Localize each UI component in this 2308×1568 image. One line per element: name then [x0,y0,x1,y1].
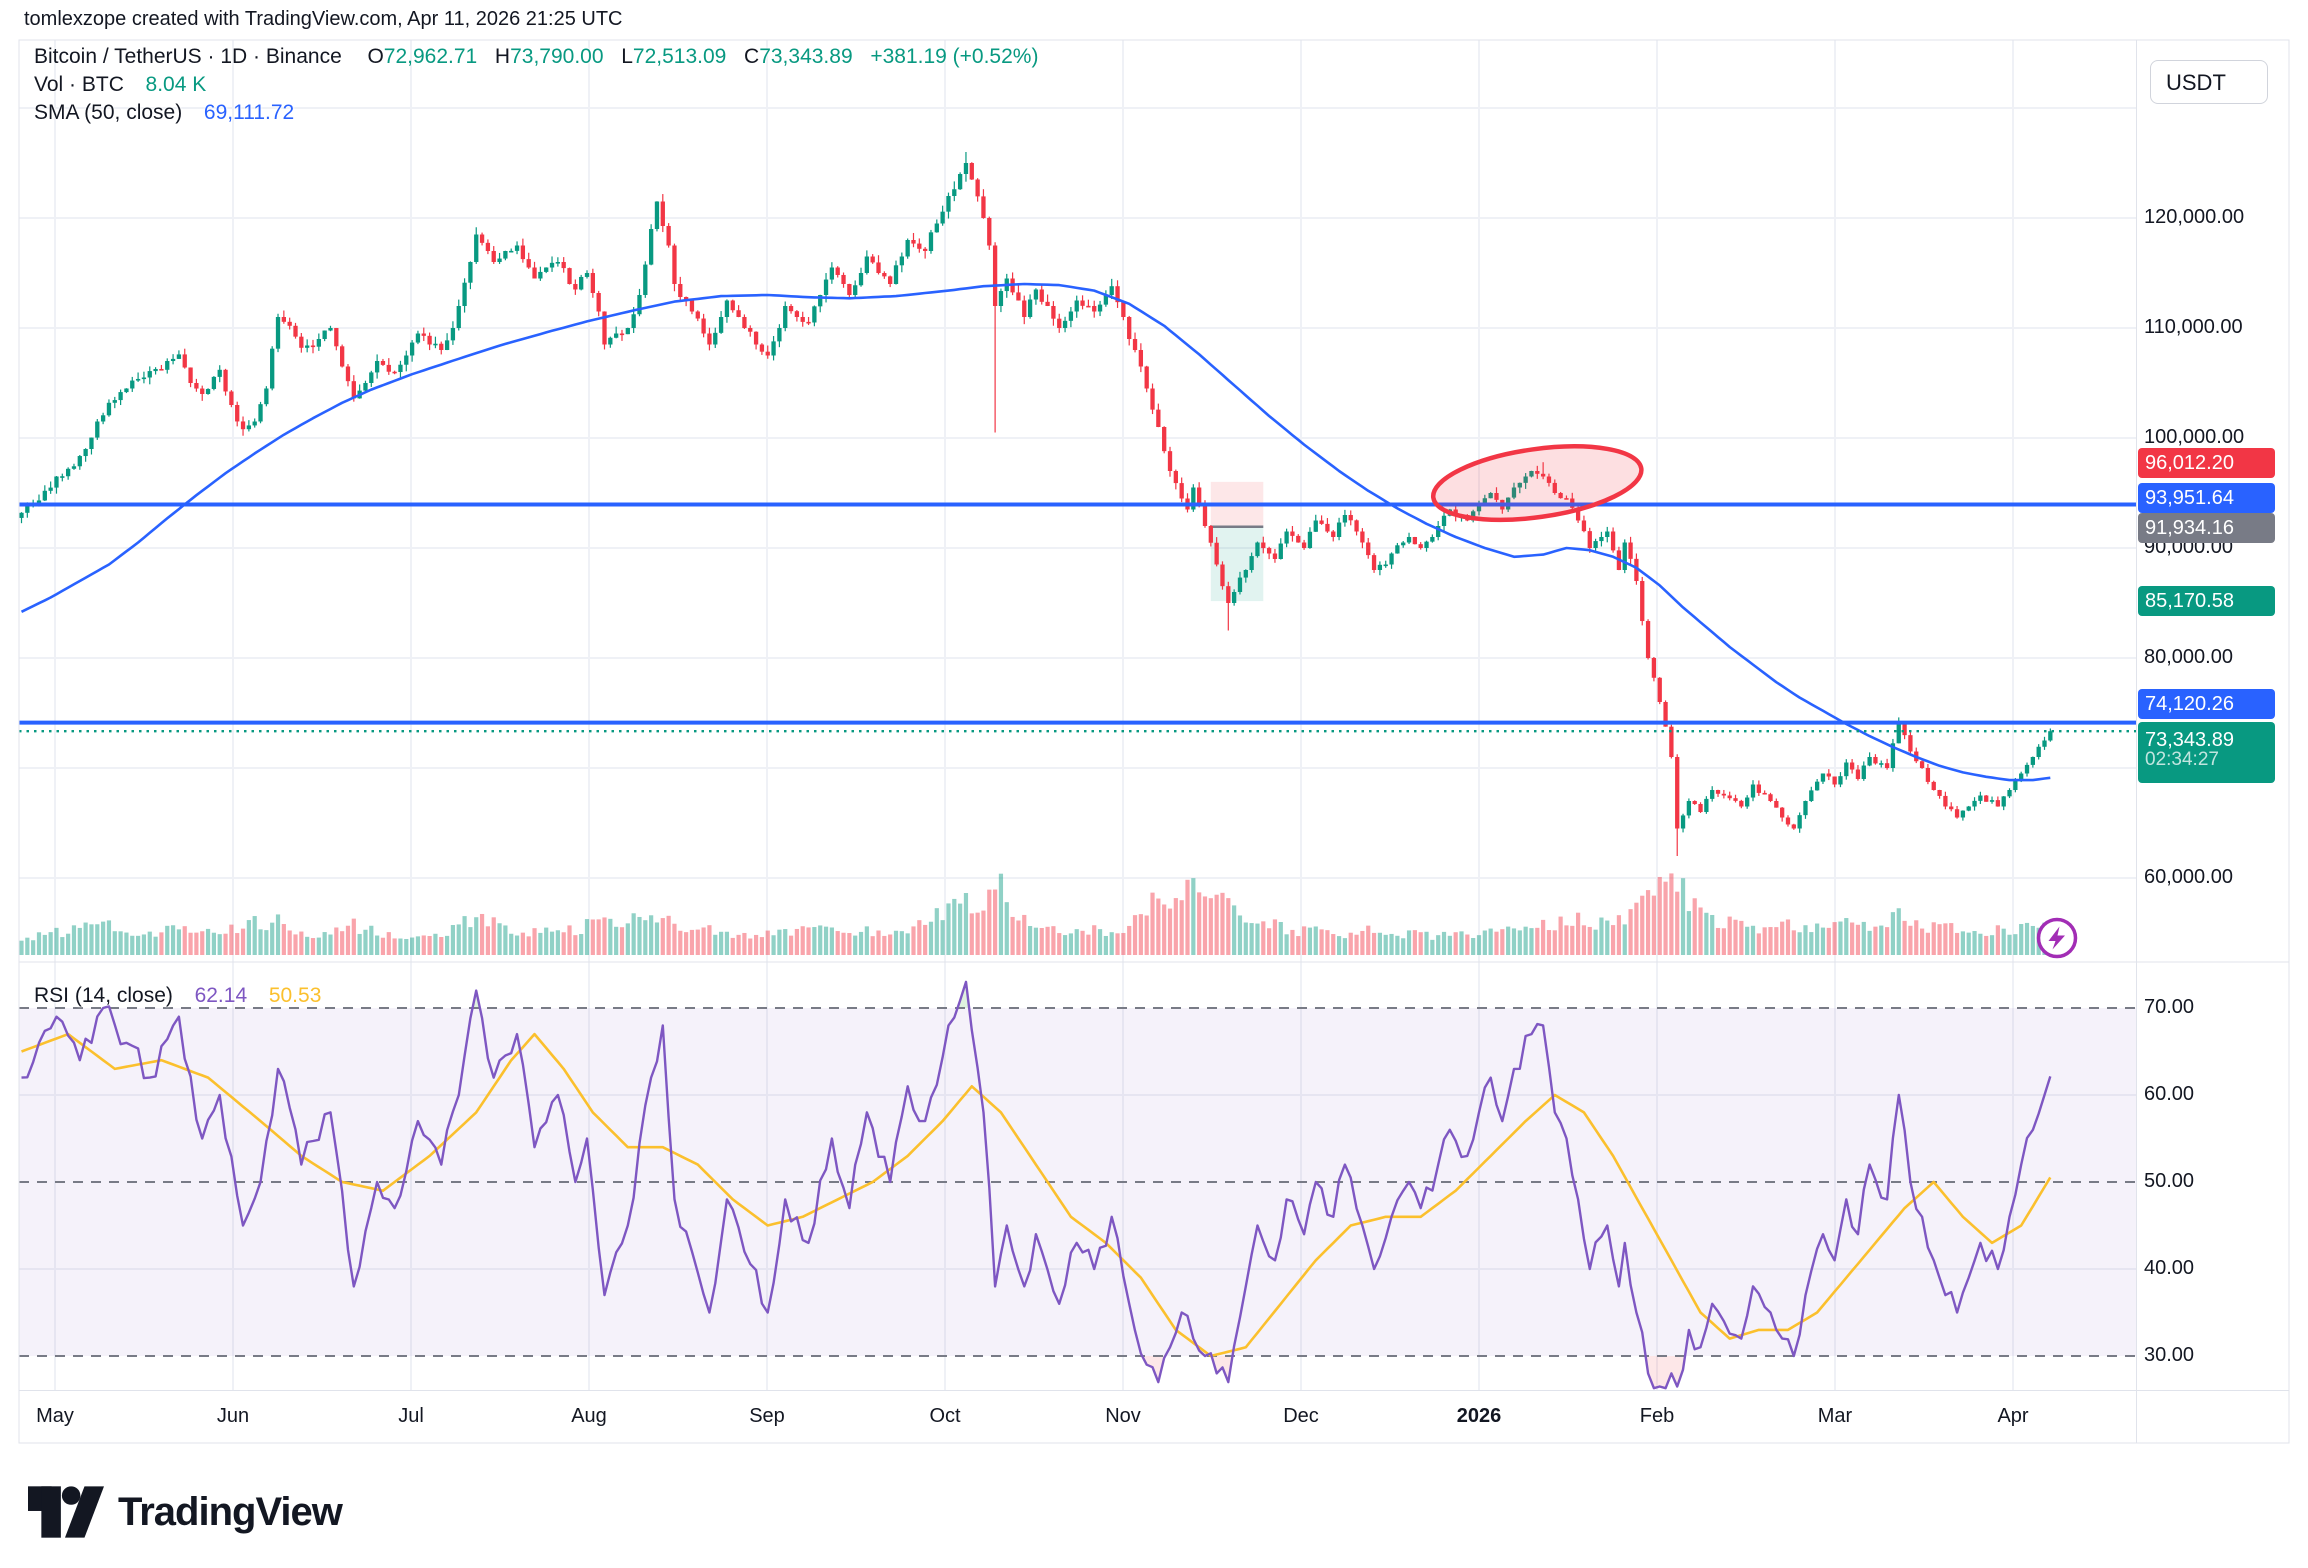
tradingview-logo-text: TradingView [118,1489,343,1534]
tradingview-logo[interactable]: TradingView [28,1486,343,1538]
price-tick-label: 60,000.00 [2144,866,2233,888]
tradingview-logo-icon [28,1486,104,1538]
time-tick-label: Nov [1105,1405,1141,1427]
price-label-badge: 74,120.26 [2138,689,2275,719]
time-tick-label: 2026 [1456,1405,1502,1427]
time-tick-label: Dec [1283,1405,1319,1427]
price-axis[interactable]: USDT 120,000.00 110,000.00 100,000.00 90,00… [2136,40,2308,1443]
volume-label: Vol · BTC [34,73,124,96]
rsi-tick-label: 60.00 [2144,1083,2195,1105]
price-tick-label: 100,000.00 [2144,426,2245,448]
rsi-tick-label: 40.00 [2144,1257,2195,1279]
ohlc-low-value: 72,513.09 [632,45,727,68]
time-axis[interactable]: May Jun Jul Aug Sep Oct Nov Dec 2026 Feb Mar Apr [19,1390,2289,1444]
time-tick-label: Feb [1639,1405,1675,1427]
rsi-ma-value: 50.53 [268,984,322,1007]
price-tick-label: 80,000.00 [2144,646,2233,668]
price-label-badge: 73,343.89 02:34:27 [2138,722,2275,783]
ohlc-open-label: O [367,45,384,68]
time-tick-label: Jul [398,1405,424,1427]
price-tick-label: 120,000.00 [2144,206,2245,228]
time-tick-label: Sep [749,1405,785,1427]
rsi-tick-label: 70.00 [2144,996,2195,1018]
volume-legend[interactable]: Vol · BTC 8.04 K [34,73,206,97]
sma-label: SMA (50, close) [34,101,183,124]
time-tick-label: May [36,1405,74,1427]
attribution-text: tomlexzope created with TradingView.com,… [24,8,623,30]
ohlc-low-label: L [621,45,633,68]
symbol-title: Bitcoin / TetherUS · 1D · Binance [34,45,342,68]
price-label-badge: 93,951.64 [2138,483,2275,513]
time-tick-label: Aug [571,1405,607,1427]
rsi-label: RSI (14, close) [34,984,173,1007]
rsi-tick-label: 50.00 [2144,1170,2195,1192]
rsi-value: 62.14 [194,984,248,1007]
ohlc-high-value: 73,790.00 [510,45,604,68]
rsi-legend[interactable]: RSI (14, close) 62.14 50.53 [34,984,321,1008]
time-tick-label: Jun [216,1405,250,1427]
ohlc-high-label: H [494,45,511,68]
time-tick-label: Apr [1997,1405,2029,1427]
price-label-badge: 96,012.20 [2138,448,2275,478]
time-tick-label: Mar [1817,1405,1853,1427]
currency-toggle-button[interactable]: USDT [2150,60,2268,104]
time-tick-label: Oct [929,1405,961,1427]
countdown-timer: 02:34:27 [2145,749,2219,770]
rsi-tick-label: 30.00 [2144,1344,2195,1366]
price-label-badge: 85,170.58 [2138,586,2275,616]
volume-value: 8.04 K [145,73,207,96]
ohlc-change-value: +381.19 (+0.52%) [870,45,1039,68]
sma-value: 69,111.72 [203,101,295,124]
price-label-badge: 91,934.16 [2138,513,2275,543]
flash-idea-icon[interactable] [2036,917,2078,959]
price-tick-label: 110,000.00 [2144,316,2243,338]
ohlc-open-value: 72,962.71 [383,45,478,68]
ohlc-close-value: 73,343.89 [759,45,853,68]
ohlc-close-label: C [744,45,760,68]
symbol-legend[interactable]: Bitcoin / TetherUS · 1D · Binance O72,96… [34,45,1038,69]
sma-legend[interactable]: SMA (50, close) 69,111.72 [34,101,294,125]
